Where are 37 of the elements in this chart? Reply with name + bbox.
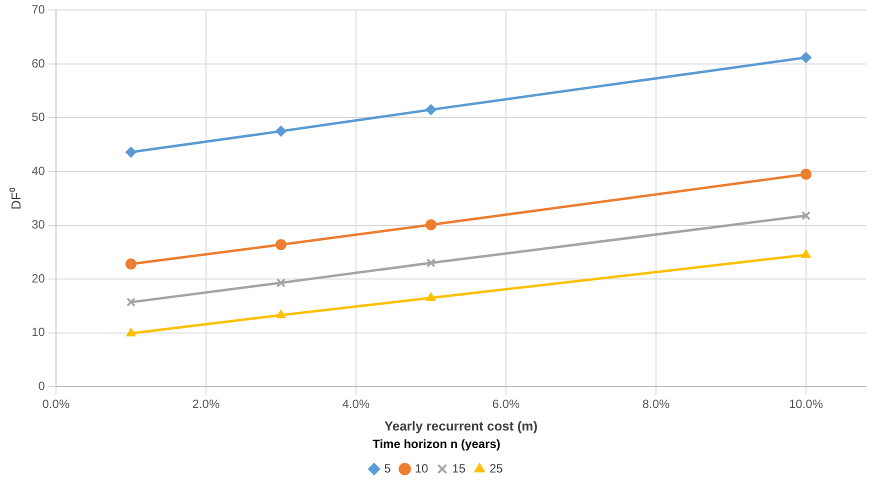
y-tick-label: 30 [32,218,46,232]
x-tick-label: 10.0% [788,397,824,412]
point [426,292,436,301]
point [426,258,436,268]
legend-label: 5 [384,461,392,476]
point [276,310,286,318]
point [425,104,436,116]
point [125,258,136,270]
point [126,298,136,307]
point [276,278,286,288]
y-tick-label: 60 [32,56,46,70]
y-tick-label: 10 [32,325,46,340]
y-tick-label: 50 [32,110,46,124]
x-tick-label: 0.0% [42,397,70,412]
legend-label: 15 [452,461,466,476]
point [425,219,436,230]
point [125,146,136,158]
x-tick-label: 6.0% [492,397,520,412]
x-tick-label: 4.0% [342,397,370,412]
legend-label: 25 [490,461,504,476]
y-tick-label: 40 [32,164,46,178]
y-tick-label: 0 [38,378,46,393]
point [801,249,811,258]
x-axis-title: Yearly recurrent cost (m) [384,418,538,434]
y-tick-label: 70 [32,2,46,17]
y-tick-label: 20 [32,271,46,286]
y-axis-title: DF⁰ [8,187,24,210]
x-tick-label: 8.0% [642,397,670,412]
point [126,328,136,336]
point [800,52,812,64]
point [800,168,812,180]
legend-label: 10 [414,461,428,476]
legend-title: Time horizon n (years) [372,436,500,451]
point [275,126,286,137]
point [275,239,286,250]
x-tick-label: 2.0% [192,397,220,412]
point [801,211,811,220]
